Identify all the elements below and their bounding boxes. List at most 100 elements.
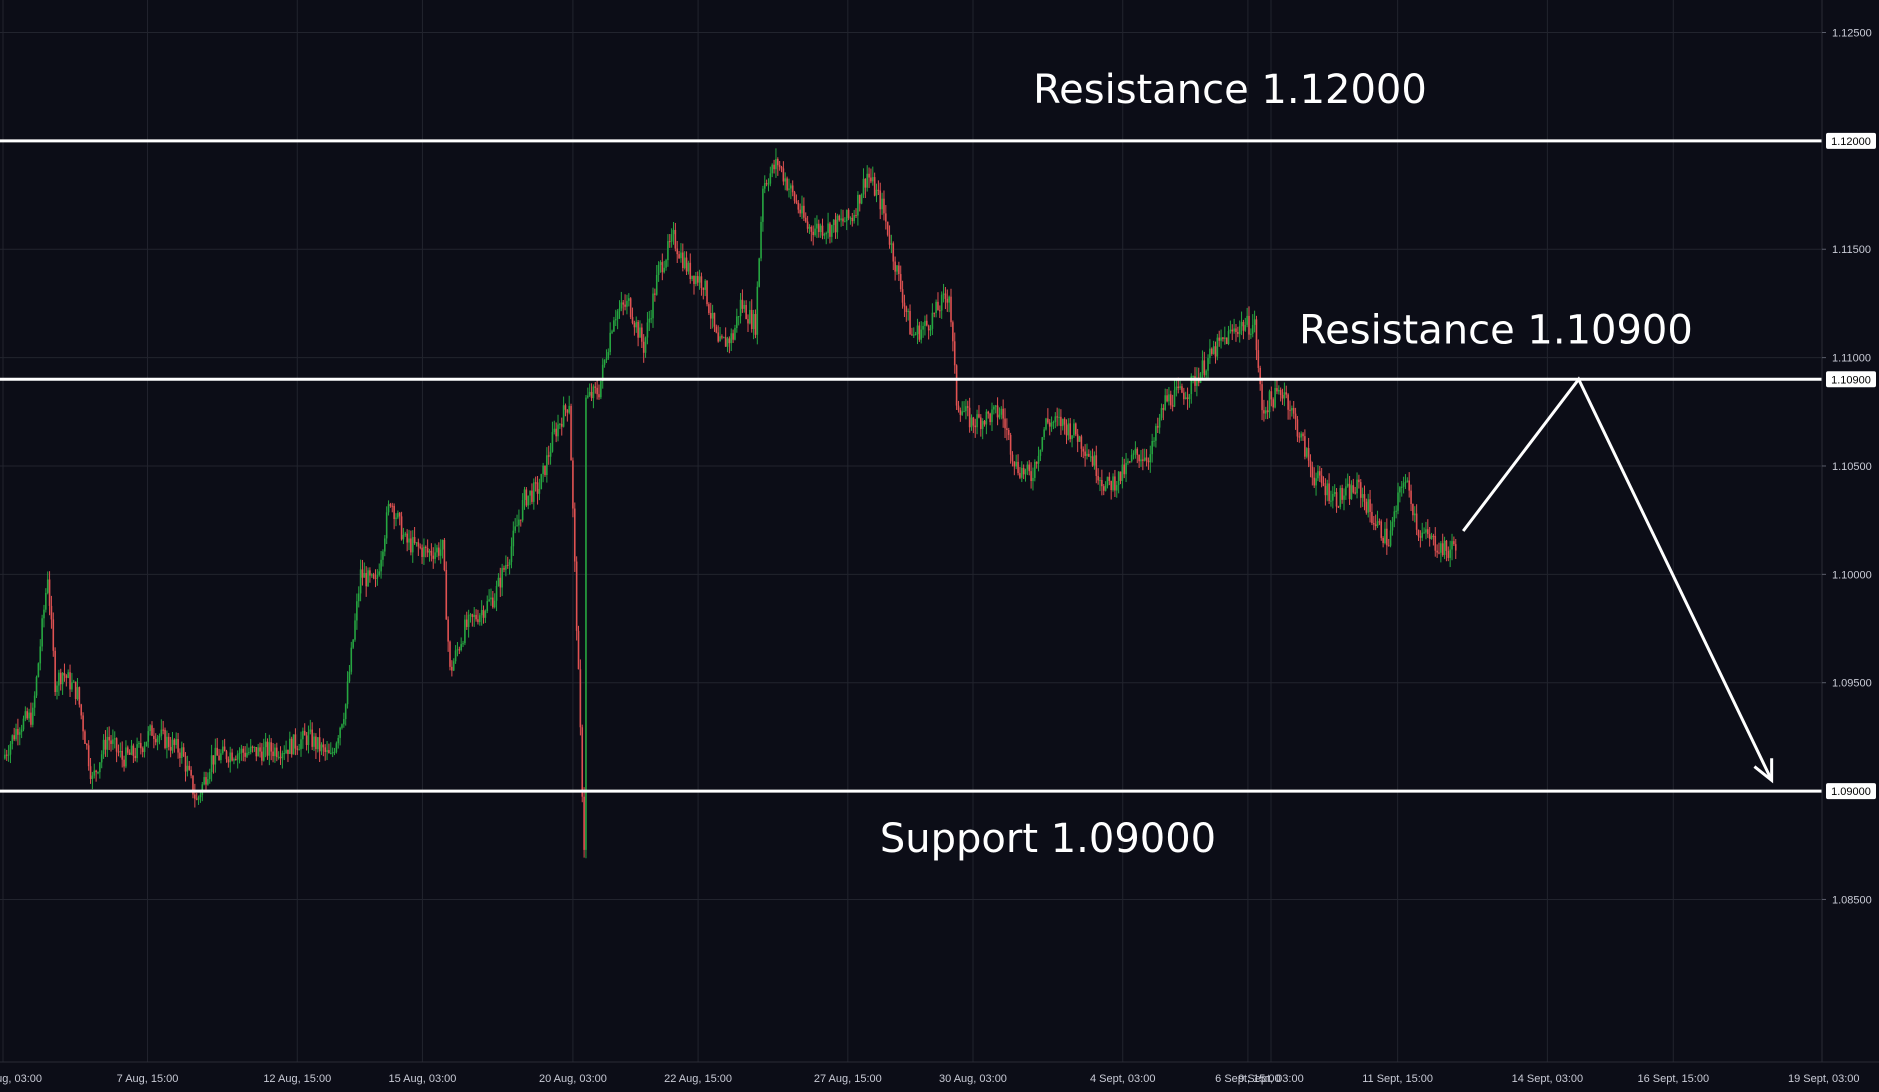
candle-body — [644, 337, 647, 353]
candle-body — [1093, 455, 1096, 466]
candle-body — [339, 727, 341, 738]
candle-body — [302, 730, 304, 740]
candle-body — [1142, 459, 1144, 461]
candle-body — [128, 752, 131, 755]
candle-body — [13, 735, 15, 740]
candle-body — [702, 287, 705, 290]
candle-body — [426, 548, 429, 553]
candle-body — [275, 747, 278, 758]
candle-body — [864, 178, 867, 188]
candle-body — [596, 387, 598, 395]
candle-body — [1346, 483, 1349, 487]
candle-body — [1045, 418, 1047, 430]
candle-body — [1210, 348, 1213, 354]
candle-body — [1132, 453, 1135, 455]
candle-body — [1322, 483, 1325, 486]
candle-body — [1035, 461, 1038, 464]
candle-body — [1147, 460, 1150, 463]
candle-body — [78, 687, 81, 705]
candle-body — [15, 728, 17, 740]
candle-body — [1145, 457, 1148, 461]
candle-body — [1229, 329, 1232, 332]
candle-body — [693, 275, 695, 285]
candle-body — [721, 336, 723, 338]
candle-body — [1373, 523, 1375, 525]
candle-body — [898, 265, 900, 275]
candle-body — [411, 537, 414, 553]
candle-body — [1028, 464, 1031, 472]
candle-body — [1367, 499, 1370, 513]
candle-body — [1242, 321, 1245, 331]
candle-body — [1129, 461, 1131, 463]
candle-body — [439, 549, 442, 556]
candle-body — [661, 262, 664, 273]
candle-body — [87, 745, 90, 767]
candle-body — [695, 275, 697, 285]
candle-body — [171, 739, 174, 751]
candle-body — [844, 221, 846, 223]
candle-body — [56, 685, 58, 692]
candle-body — [374, 577, 377, 579]
candle-body — [287, 749, 289, 754]
candle-body — [482, 609, 485, 618]
candle-body — [454, 650, 457, 662]
candle-body — [646, 322, 649, 338]
candle-body — [523, 489, 526, 500]
candle-body — [1313, 477, 1315, 486]
candle-body — [41, 618, 43, 647]
candle-body — [600, 380, 602, 398]
y-tick-label: 1.08500 — [1832, 894, 1872, 906]
candle-body — [290, 738, 293, 755]
candle-body — [950, 296, 952, 323]
candle-body — [873, 177, 876, 196]
candle-body — [635, 321, 638, 328]
candle-body — [370, 574, 373, 576]
candle-body — [305, 735, 308, 746]
candle-body — [719, 336, 721, 342]
candle-body — [847, 209, 850, 218]
candle-body — [151, 725, 153, 736]
candle-body — [588, 391, 591, 396]
candle-body — [434, 552, 436, 559]
x-tick-label: 9 Sept, 03:00 — [1238, 1073, 1303, 1085]
candle-body — [445, 569, 448, 620]
candle-body — [1007, 430, 1010, 435]
candle-body — [1358, 479, 1360, 483]
candle-body — [1279, 389, 1282, 395]
y-tick-label: 1.12500 — [1832, 28, 1872, 40]
candle-body — [942, 293, 945, 295]
candle-body — [153, 735, 155, 740]
candle-body — [922, 325, 924, 330]
candle-body — [320, 744, 323, 752]
candle-body — [1231, 329, 1234, 332]
candle-body — [1359, 482, 1362, 498]
candle-body — [449, 641, 451, 667]
candle-body — [1451, 541, 1453, 550]
candle-body — [1104, 485, 1107, 491]
candle-body — [767, 183, 770, 185]
candle-body — [1291, 407, 1293, 411]
candle-body — [996, 405, 999, 418]
candle-body — [400, 516, 403, 540]
y-tick-label: 1.09500 — [1832, 678, 1872, 690]
candle-body — [1412, 503, 1414, 516]
candle-body — [89, 766, 92, 779]
candle-body — [385, 512, 388, 539]
candle-body — [100, 754, 103, 763]
x-tick-label: 27 Aug, 15:00 — [814, 1073, 882, 1085]
candle-body — [164, 729, 166, 748]
candle-body — [1235, 328, 1237, 333]
candle-body — [398, 512, 401, 517]
candle-body — [773, 164, 775, 170]
candle-body — [831, 224, 833, 237]
candle-body — [1000, 408, 1003, 415]
candle-body — [1076, 434, 1079, 442]
candle-body — [1136, 448, 1139, 455]
candle-body — [311, 729, 313, 747]
candle-body — [497, 577, 500, 586]
candle-body — [1324, 485, 1327, 496]
candle-body — [91, 775, 94, 779]
candle-body — [1264, 410, 1267, 414]
candle-body — [957, 405, 960, 411]
candle-body — [363, 573, 366, 578]
